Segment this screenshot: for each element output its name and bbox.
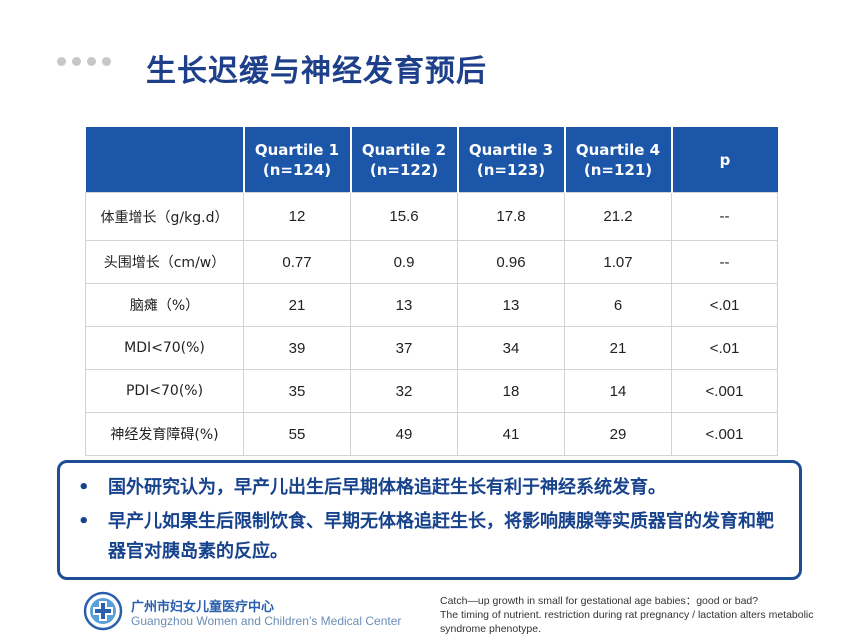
dot — [57, 57, 66, 66]
table-cell: 21 — [564, 326, 672, 370]
table-cell: 29 — [564, 412, 672, 456]
table-cell: 41 — [457, 412, 565, 456]
table-cell: 0.77 — [243, 240, 351, 284]
table-cell: <.001 — [671, 412, 778, 456]
table-cell: 14 — [564, 369, 672, 413]
table-cell: 6 — [564, 283, 672, 327]
data-table: Quartile 1 (n=124) Quartile 2 (n=122) Quar… — [85, 127, 778, 456]
hospital-name-en: Guangzhou Women and Children’s Medical C… — [131, 614, 402, 628]
table-cell: 21 — [243, 283, 351, 327]
table-row: 体重增长（g/kg.d） 12 15.6 17.8 21.2 -- — [85, 192, 778, 241]
table-cell: -- — [671, 192, 778, 241]
table-cell: 55 — [243, 412, 351, 456]
dot — [102, 57, 111, 66]
table-cell: -- — [671, 240, 778, 284]
note-text: 国外研究认为，早产儿出生后早期体格追赶生长有利于神经系统发育。 — [108, 477, 666, 498]
table-cell: 17.8 — [457, 192, 565, 241]
header-cell — [85, 127, 245, 193]
row-label: 脑瘫（%） — [85, 283, 244, 327]
row-label: PDI<70(%) — [85, 369, 244, 413]
reference-line: Catch—up growth in small for gestational… — [440, 595, 759, 607]
table-cell: 12 — [243, 192, 351, 241]
note-text: 早产儿如果生后限制饮食、早期无体格追赶生长，将影响胰腺等实质器官的发育和靶器官对… — [108, 511, 774, 562]
table-header-row: Quartile 1 (n=124) Quartile 2 (n=122) Quar… — [85, 127, 778, 193]
row-label: 体重增长（g/kg.d） — [85, 192, 244, 241]
table-cell: 35 — [243, 369, 351, 413]
header-cell: Quartile 2 (n=122) — [350, 127, 459, 193]
table-cell: 34 — [457, 326, 565, 370]
table-cell: 13 — [457, 283, 565, 327]
table-cell: 39 — [243, 326, 351, 370]
bullet-mark: • — [78, 511, 90, 532]
table-row: 头围增长（cm/w） 0.77 0.9 0.96 1.07 -- — [85, 240, 778, 284]
table-cell: <.01 — [671, 283, 778, 327]
reference-line: The timing of nutrient. restriction duri… — [440, 609, 814, 635]
slide-title: 生长迟缓与神经发育预后 — [146, 54, 487, 89]
dot — [72, 57, 81, 66]
header-cell: Quartile 1 (n=124) — [243, 127, 352, 193]
note-item: • 早产儿如果生后限制饮食、早期无体格追赶生长，将影响胰腺等实质器官的发育和靶器… — [78, 507, 783, 567]
table-cell: 0.9 — [350, 240, 458, 284]
table-cell: 0.96 — [457, 240, 565, 284]
row-label: 神经发育障碍(%) — [85, 412, 244, 456]
table-cell: 1.07 — [564, 240, 672, 284]
table-cell: 13 — [350, 283, 458, 327]
hospital-name-cn: 广州市妇女儿童医疗中心 — [131, 600, 275, 615]
table-cell: <.001 — [671, 369, 778, 413]
table-cell: 37 — [350, 326, 458, 370]
table-cell: <.01 — [671, 326, 778, 370]
table-row: MDI<70(%) 39 37 34 21 <.01 — [85, 326, 778, 370]
header-cell: Quartile 4 (n=121) — [564, 127, 673, 193]
note-item: • 国外研究认为，早产儿出生后早期体格追赶生长有利于神经系统发育。 — [78, 473, 783, 503]
table-row: PDI<70(%) 35 32 18 14 <.001 — [85, 369, 778, 413]
references: Catch—up growth in small for gestational… — [440, 594, 850, 636]
table-cell: 49 — [350, 412, 458, 456]
row-label: MDI<70(%) — [85, 326, 244, 370]
decorative-dots — [57, 57, 111, 66]
table-cell: 18 — [457, 369, 565, 413]
row-label: 头围增长（cm/w） — [85, 240, 244, 284]
bullet-mark: • — [78, 477, 90, 498]
dot — [87, 57, 96, 66]
table-cell: 21.2 — [564, 192, 672, 241]
header-cell: p — [671, 127, 778, 193]
table-cell: 15.6 — [350, 192, 458, 241]
table-cell: 32 — [350, 369, 458, 413]
table-row: 神经发育障碍(%) 55 49 41 29 <.001 — [85, 412, 778, 456]
header-cell: Quartile 3 (n=123) — [457, 127, 566, 193]
hospital-cross-logo-icon — [83, 591, 123, 631]
table-row: 脑瘫（%） 21 13 13 6 <.01 — [85, 283, 778, 327]
notes-box: • 国外研究认为，早产儿出生后早期体格追赶生长有利于神经系统发育。 • 早产儿如… — [57, 460, 802, 580]
